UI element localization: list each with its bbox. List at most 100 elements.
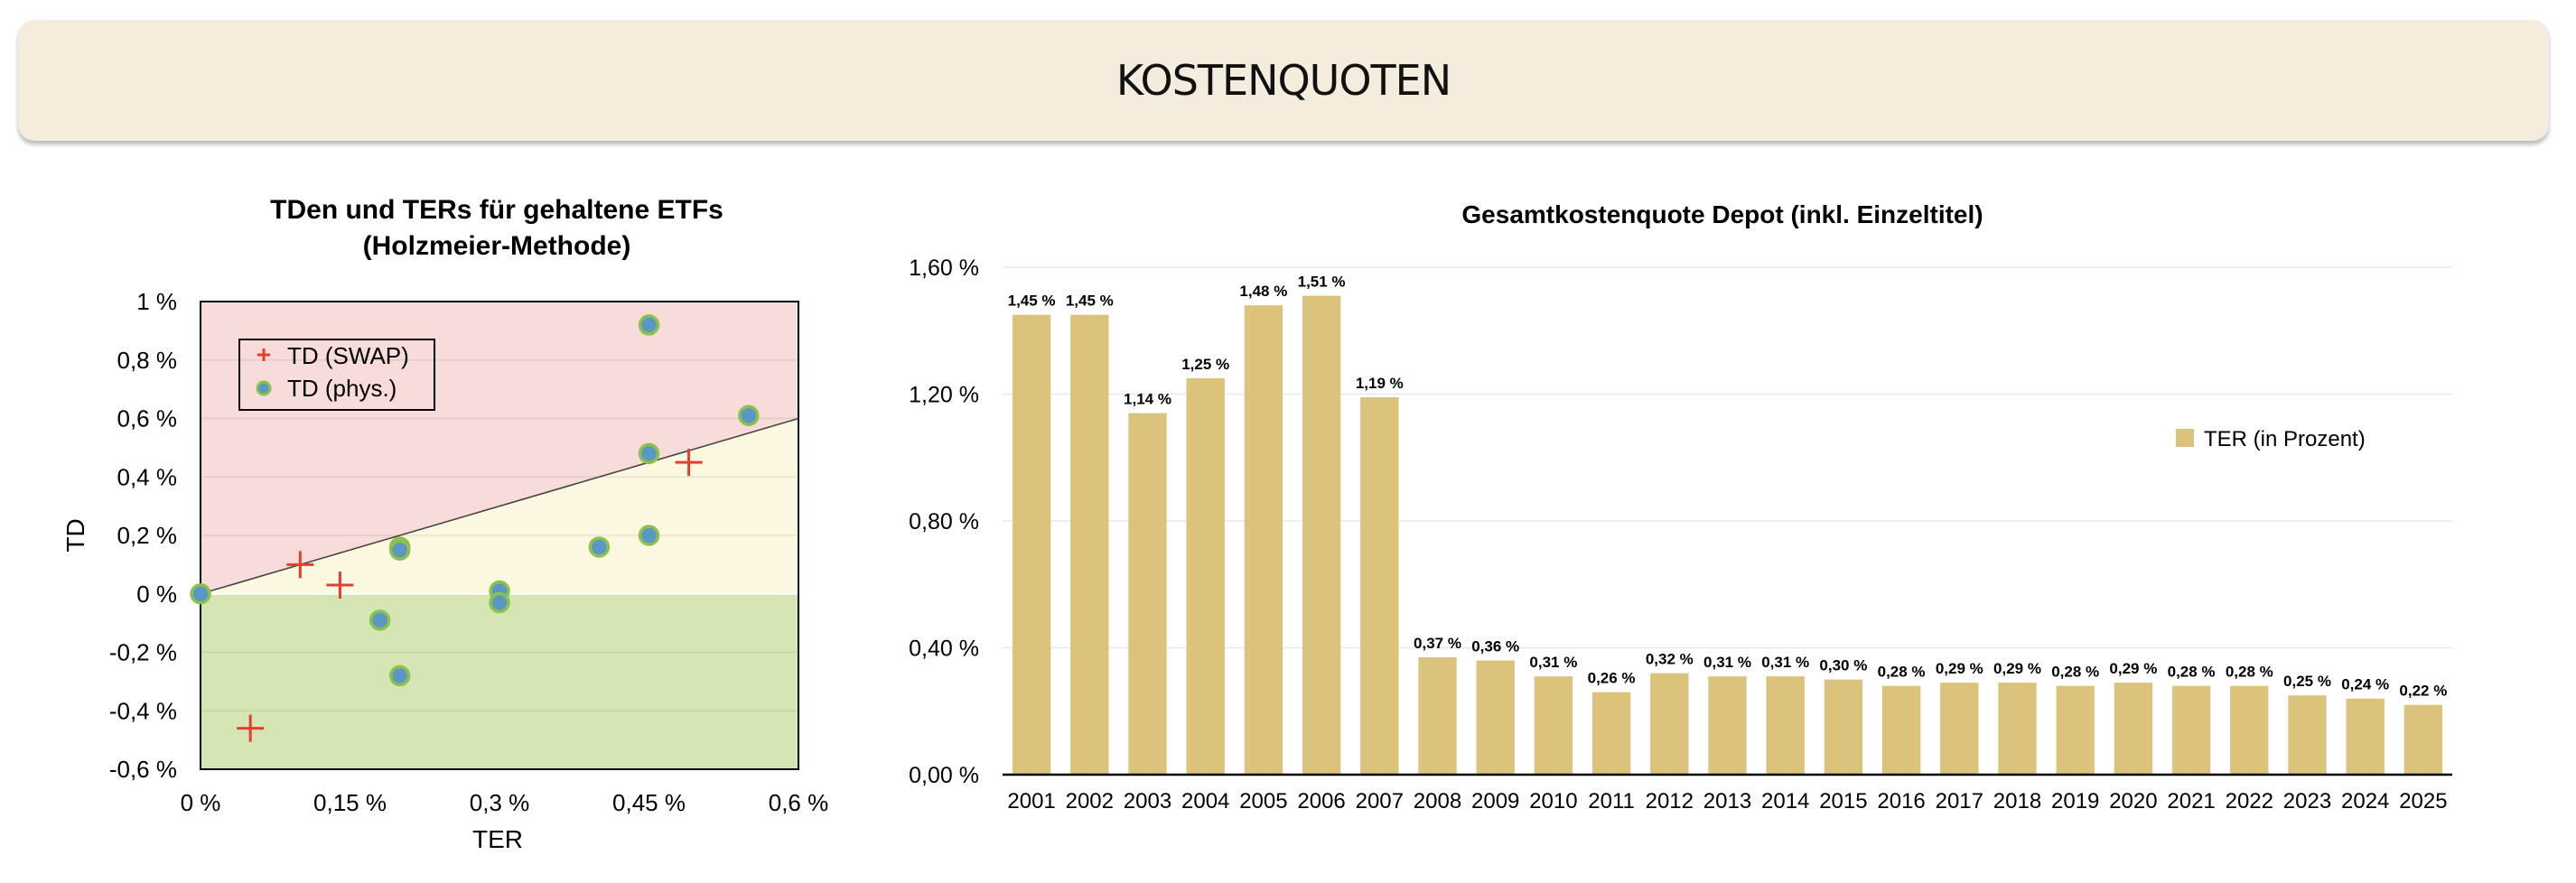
bar-value-label: 0,25 % — [2283, 673, 2331, 690]
ter-bar-chart: Gesamtkostenquote Depot (inkl. Einzeltit… — [909, 200, 2452, 813]
td-ter-scatter-chart: TDen und TERs für gehaltene ETFs (Holzme… — [61, 195, 828, 853]
scatter-y-tick-label: 0,6 % — [117, 405, 178, 432]
bar-value-label: 0,28 % — [2226, 664, 2273, 681]
phys-point — [638, 525, 660, 546]
legend-phys-label: TD (phys.) — [287, 375, 397, 402]
bar — [1012, 314, 1051, 775]
bar-value-label: 0,24 % — [2341, 676, 2389, 693]
bar-value-label: 0,37 % — [1414, 635, 1461, 652]
bar — [2346, 698, 2385, 775]
bar-x-tick-label: 2018 — [1993, 789, 2041, 813]
bar-y-tick-label: 1,20 % — [909, 383, 979, 408]
scatter-legend-box — [238, 339, 435, 411]
bar-value-label: 0,36 % — [1471, 638, 1519, 655]
bar — [1766, 676, 1805, 775]
bar-value-label: 0,31 % — [1703, 654, 1751, 671]
bar — [2114, 683, 2153, 775]
phys-point — [388, 665, 411, 687]
scatter-y-tick-label: 0 % — [136, 581, 177, 608]
bar-x-tick-label: 2005 — [1239, 789, 1287, 813]
bar — [1128, 413, 1167, 775]
bar — [1244, 305, 1283, 775]
bar-x-tick-label: 2004 — [1181, 789, 1229, 813]
phys-point — [369, 609, 391, 631]
scatter-plot-frame — [200, 301, 799, 770]
bar — [1534, 676, 1573, 775]
scatter-y-axis-label: TD — [61, 518, 89, 552]
bar — [1186, 377, 1225, 775]
bar-x-tick-label: 2021 — [2167, 789, 2215, 813]
scatter-y-tick-label: 0,8 % — [117, 347, 178, 374]
bar-value-label: 1,14 % — [1124, 391, 1171, 408]
bar-x-tick-label: 2003 — [1124, 789, 1171, 813]
bar — [1360, 397, 1399, 775]
bar — [1302, 295, 1341, 775]
bar-x-tick-label: 2014 — [1761, 789, 1809, 813]
scatter-x-tick-label: 0,15 % — [313, 789, 387, 816]
bar-y-tick-label: 0,40 % — [909, 637, 979, 662]
bar-value-label: 0,26 % — [1588, 670, 1636, 687]
phys-point — [388, 539, 411, 561]
legend-swap-label: TD (SWAP) — [287, 342, 409, 369]
scatter-y-tick-label: 0,2 % — [117, 522, 178, 549]
bar-x-tick-label: 2023 — [2283, 789, 2331, 813]
bar-value-label: 0,28 % — [2168, 664, 2216, 681]
bar-chart-title: Gesamtkostenquote Depot (inkl. Einzeltit… — [1461, 200, 1983, 228]
bar-value-label: 1,48 % — [1239, 283, 1287, 300]
bar — [1591, 692, 1631, 775]
scatter-legend: TD (SWAP) TD (phys.) — [238, 339, 435, 411]
zone-below — [201, 593, 798, 769]
bar-x-tick-label: 2019 — [2051, 789, 2099, 813]
bar — [1940, 683, 1979, 775]
scatter-y-tick-label: -0,6 % — [109, 756, 177, 783]
bar-x-tick-label: 2002 — [1066, 789, 1114, 813]
phys-point — [638, 314, 660, 336]
scatter-y-tick-label: 1 % — [136, 288, 177, 315]
bar-value-label: 1,51 % — [1298, 274, 1346, 291]
bar-x-tick-label: 2009 — [1471, 789, 1519, 813]
bar-x-tick-label: 2020 — [2109, 789, 2157, 813]
bar — [1650, 673, 1689, 775]
bar-x-tick-label: 2024 — [2341, 789, 2389, 813]
bar-value-label: 1,45 % — [1066, 293, 1114, 310]
scatter-y-tick-label: -0,2 % — [109, 639, 177, 666]
bar-x-tick-label: 2012 — [1646, 789, 1694, 813]
bar — [1881, 685, 1921, 775]
scatter-y-tick-label: -0,4 % — [109, 697, 177, 724]
scatter-x-tick-label: 0,6 % — [769, 789, 829, 816]
bar-x-tick-label: 2013 — [1703, 789, 1751, 813]
swap-point — [286, 551, 314, 579]
bar-x-tick-label: 2011 — [1588, 789, 1635, 813]
bar-value-label: 0,31 % — [1761, 654, 1809, 671]
bar-x-tick-label: 2016 — [1877, 789, 1925, 813]
bar-value-label: 0,32 % — [1646, 651, 1694, 668]
bar-x-tick-label: 2006 — [1297, 789, 1345, 813]
bar-x-tick-label: 2007 — [1356, 789, 1404, 813]
scatter-x-tick-label: 0,45 % — [612, 789, 686, 816]
page-title: KOSTENQUOTEN — [1115, 56, 1451, 105]
scatter-plot-area: 1 % 0,8 % 0,6 % 0,4 % 0,2 % 0 % -0,2 % -0,4 % -0… — [109, 288, 828, 816]
bar — [2230, 685, 2269, 775]
bar — [1824, 679, 1863, 775]
phys-point — [638, 442, 660, 465]
bar-y-tick-label: 0,00 % — [909, 763, 979, 788]
bar-value-label: 1,19 % — [1356, 375, 1404, 392]
bar-x-tick-label: 2025 — [2399, 789, 2447, 813]
legend-phys-marker — [256, 380, 272, 396]
bar — [2171, 685, 2211, 775]
zone-above — [201, 302, 798, 594]
bar — [1708, 676, 1747, 775]
bar — [1998, 683, 2037, 775]
bar-y-tick-label: 1,60 % — [909, 256, 979, 281]
bar-x-tick-label: 2017 — [1936, 789, 1983, 813]
phys-point — [489, 591, 510, 614]
swap-point — [237, 714, 265, 742]
phys-point — [190, 583, 211, 605]
swap-point — [326, 572, 354, 600]
bar-legend-label: TER (in Prozent) — [2204, 427, 2366, 451]
scatter-title: TDen und TERs für gehaltene ETFs — [270, 195, 723, 225]
bar-x-tick-label: 2010 — [1529, 789, 1577, 813]
bar-value-label: 0,30 % — [1819, 657, 1867, 674]
bar-legend-swatch — [2176, 429, 2194, 447]
bar — [1476, 660, 1515, 775]
